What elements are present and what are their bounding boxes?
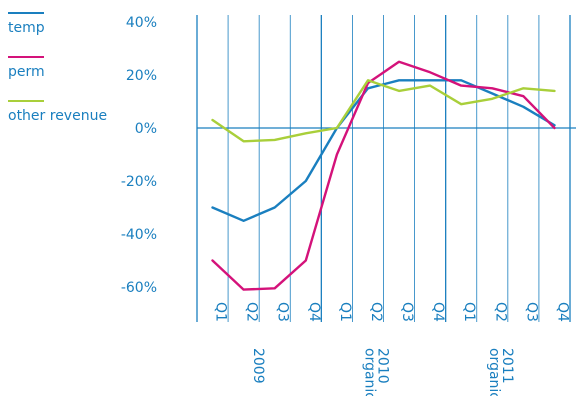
y-tick-label: -60%: [121, 280, 157, 296]
x-tick-label: Q3: [523, 302, 539, 322]
legend-swatch: [8, 12, 44, 14]
year-sublabel: organic: [486, 348, 502, 396]
y-tick-label: 20%: [126, 68, 157, 84]
legend-item: temp: [8, 10, 158, 54]
y-axis-ticks: -60% -40% -20% 0% 20% 40%: [121, 15, 157, 296]
x-tick-label: Q1: [461, 302, 477, 322]
x-axis-ticks: Q1 Q2 Q3 Q4 Q1 Q2 Q3 Q4 Q1 Q2 Q3 Q4: [213, 302, 571, 322]
y-tick-label: -40%: [121, 227, 157, 243]
year-label: 2011: [499, 348, 515, 384]
year-label: 2009: [250, 348, 266, 384]
series-line-perm: [211, 60, 556, 291]
y-tick-label: 40%: [126, 15, 157, 31]
x-tick-label: Q3: [275, 302, 291, 322]
legend-swatch: [8, 100, 44, 102]
x-tick-label: Q4: [554, 302, 570, 322]
legend-label: temp: [8, 20, 45, 36]
x-tick-label: Q1: [213, 302, 229, 322]
legend: temp perm other revenue: [8, 10, 158, 142]
legend-item: other revenue: [8, 98, 158, 142]
x-tick-label: Q2: [244, 302, 260, 322]
legend-swatch: [8, 56, 44, 58]
x-tick-label: Q1: [337, 302, 353, 322]
series-line-temp: [211, 79, 556, 223]
y-tick-label: -20%: [121, 174, 157, 190]
year-sublabel: organic: [362, 348, 378, 396]
grid-layer: [196, 15, 576, 322]
series-layer: [211, 60, 556, 291]
legend-label: perm: [8, 64, 45, 80]
x-tick-label: Q3: [399, 302, 415, 322]
x-tick-label: Q4: [430, 302, 446, 322]
legend-item: perm: [8, 54, 158, 98]
legend-label: other revenue: [8, 108, 108, 124]
y-tick-label: 0%: [135, 121, 157, 137]
x-tick-label: Q4: [306, 302, 322, 322]
x-tick-label: Q2: [368, 302, 384, 322]
series-line-other-revenue: [211, 79, 556, 143]
x-tick-label: Q2: [492, 302, 508, 322]
year-label: 2010: [375, 348, 391, 384]
